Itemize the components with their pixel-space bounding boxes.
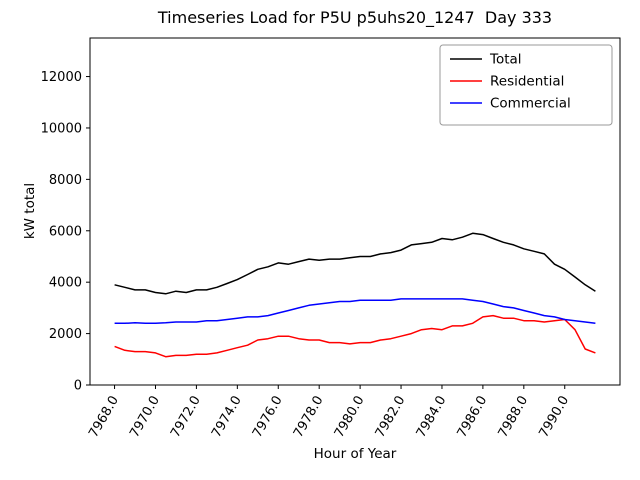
x-tick-label: 7980.0 <box>332 394 368 441</box>
legend-label: Residential <box>490 74 564 90</box>
legend-label: Commercial <box>490 96 571 112</box>
x-axis-label: Hour of Year <box>313 446 397 462</box>
x-tick-label: 7982.0 <box>373 394 409 441</box>
x-tick-label: 7990.0 <box>536 394 572 441</box>
x-tick-label: 7968.0 <box>86 394 122 441</box>
x-tick-label: 7974.0 <box>209 394 245 441</box>
y-tick-label: 10000 <box>41 121 82 136</box>
legend-box <box>439 44 613 126</box>
x-tick-label: 7988.0 <box>496 394 532 441</box>
chart-title: Timeseries Load for P5U p5uhs20_1247 Day… <box>157 8 553 27</box>
axes-box <box>89 37 621 386</box>
y-tick-label: 8000 <box>49 173 82 188</box>
series-line-commercial <box>114 298 596 325</box>
y-tick-label: 0 <box>74 379 82 394</box>
x-tick-label: 7972.0 <box>168 394 204 441</box>
y-tick-label: 12000 <box>41 70 82 85</box>
legend-label: Total <box>489 52 522 68</box>
y-tick-label: 6000 <box>49 224 82 239</box>
x-tick-label: 7986.0 <box>455 394 491 441</box>
x-tick-label: 7976.0 <box>250 394 286 441</box>
y-tick-label: 4000 <box>49 276 82 291</box>
x-tick-label: 7970.0 <box>127 394 163 441</box>
x-tick-label: 7978.0 <box>291 394 327 441</box>
x-tick-label: 7984.0 <box>414 394 450 441</box>
series-line-total <box>114 232 596 295</box>
y-tick-label: 2000 <box>49 327 82 342</box>
series-line-residential <box>114 314 596 358</box>
